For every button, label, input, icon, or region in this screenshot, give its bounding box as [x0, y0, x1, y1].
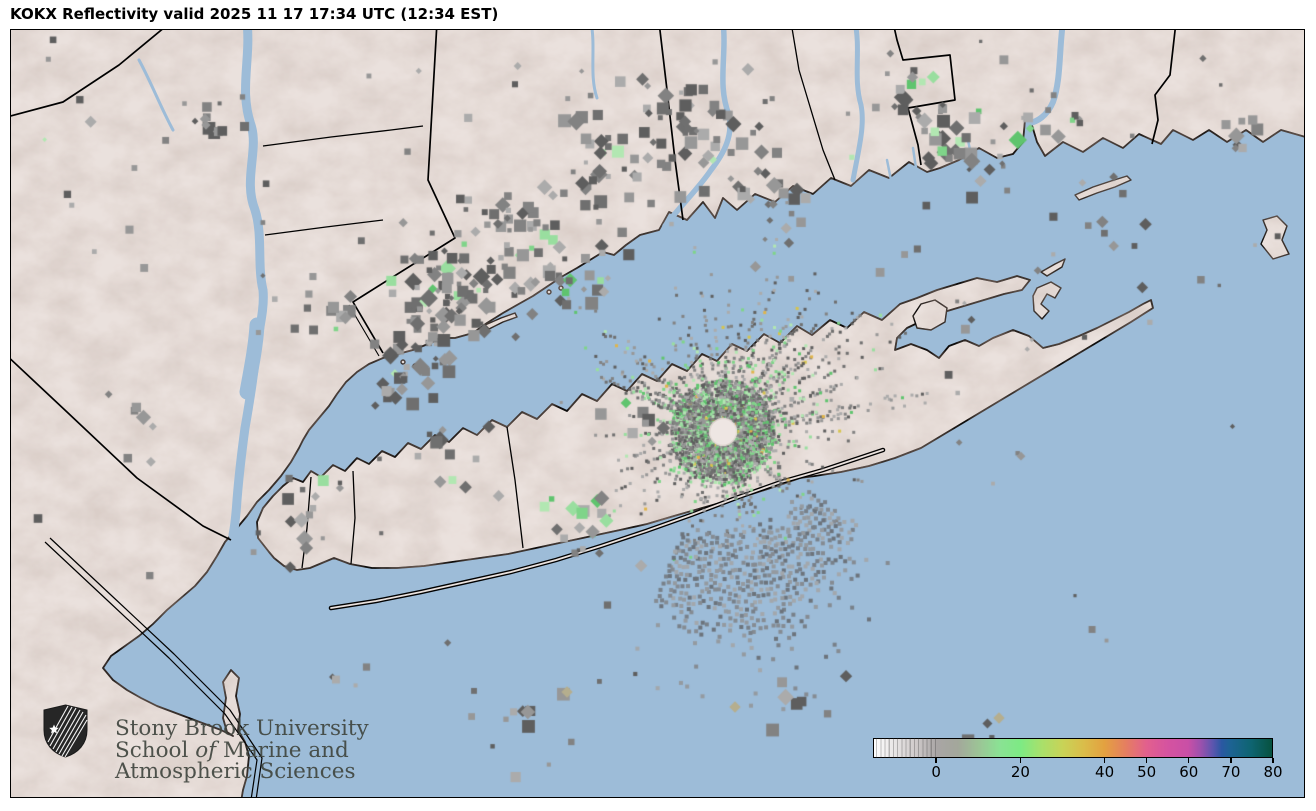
radar-echo-layer — [11, 30, 1304, 797]
colorbar-tick-label: 50 — [1137, 763, 1157, 781]
colorbar-tick-label: 20 — [1010, 763, 1030, 781]
colorbar-tick-mark — [1019, 758, 1022, 763]
colorbar-tick-mark — [1145, 758, 1148, 763]
colorbar-tick-mark — [1230, 758, 1232, 763]
colorbar-tick-label: 80 — [1263, 763, 1283, 781]
reflectivity-colorbar: 0 20 40 50 60 70 80 — [873, 738, 1283, 784]
colorbar-tick-label: 60 — [1179, 763, 1199, 781]
colorbar-tick-label: 70 — [1221, 763, 1241, 781]
figure-title: KOKX Reflectivity valid 2025 11 17 17:34… — [10, 5, 499, 23]
colorbar-tick-mark — [1188, 758, 1190, 763]
map-frame: Stony Brook University School of Marine … — [10, 29, 1305, 798]
colorbar-discrete-stripes — [873, 738, 937, 758]
colorbar-tick-mark — [1103, 758, 1106, 763]
colorbar-tick-mark — [1272, 758, 1274, 763]
colorbar-tick-label: 40 — [1095, 763, 1115, 781]
colorbar-tick-mark — [935, 758, 937, 763]
colorbar-gradient — [873, 738, 1273, 758]
colorbar-tick-label: 0 — [931, 763, 941, 781]
